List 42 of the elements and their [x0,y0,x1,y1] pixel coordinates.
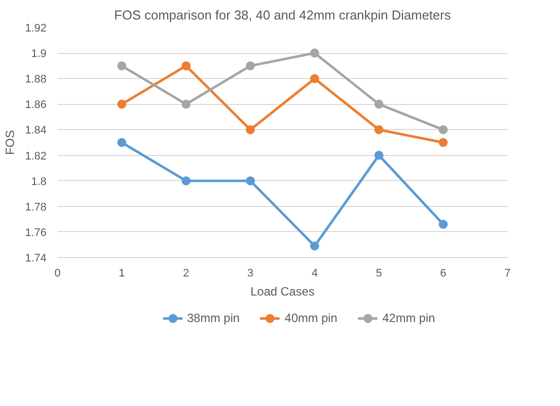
x-tick-label: 7 [504,268,511,280]
point [246,61,255,70]
y-tick-label: 1.92 [25,22,47,34]
point [374,125,384,134]
x-tick-label: 3 [247,268,254,280]
point [438,138,448,147]
point [310,242,320,250]
point [438,125,448,134]
point [310,74,320,84]
y-tick-label: 1.82 [25,150,47,162]
x-tick-label: 0 [54,268,61,280]
point [246,176,255,186]
x-tick-label: 1 [118,268,125,280]
x-tick-label: 4 [312,268,318,280]
chart-title: FOS comparison for 38, 40 and 42mm crankpin Diameters [114,8,452,22]
legend-label: 38mm pin [186,311,240,325]
point [374,100,384,109]
y-tick-label: 1.9 [31,48,47,60]
x-tick-label: 6 [440,268,446,280]
point [117,100,126,109]
y-tick-label: 1.76 [25,226,47,239]
point [310,48,320,58]
point [182,61,191,70]
y-tick-label: 1.8 [31,176,47,188]
point [182,176,191,186]
legend-label: 42mm pin [382,311,436,325]
y-tick-label: 1.74 [25,252,47,264]
x-tick-label: 5 [376,268,382,280]
y-tick-label: 1.84 [25,124,47,137]
y-tick-label: 1.78 [25,201,47,214]
point [438,220,448,229]
x-axis-title: Load Cases [250,284,315,298]
point [182,100,191,109]
point [246,125,255,134]
y-axis-title: FOS [3,130,18,155]
y-tick-label: 1.88 [25,74,47,86]
y-tick-label: 1.86 [25,99,47,112]
point [117,138,126,147]
point [117,61,126,70]
legend-label: 40mm pin [284,311,338,325]
x-tick-label: 2 [183,268,190,280]
point [374,150,384,160]
